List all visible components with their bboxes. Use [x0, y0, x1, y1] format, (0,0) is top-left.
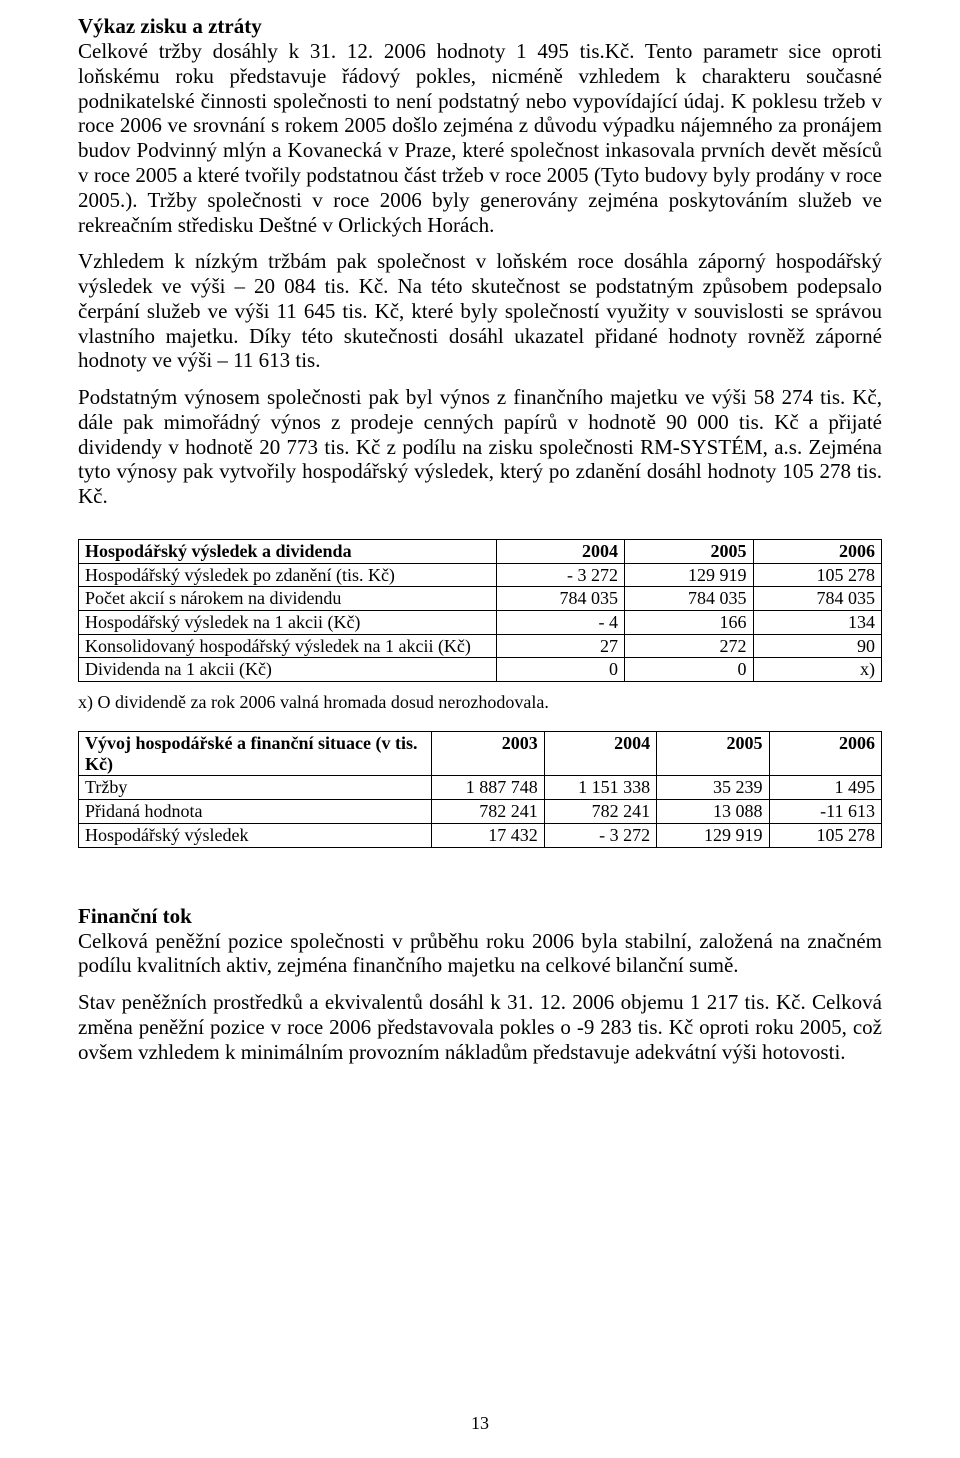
section-heading-fin: Finanční tok — [78, 904, 882, 929]
table-header-cell: 2006 — [753, 539, 882, 563]
table-cell: Dividenda na 1 akcii (Kč) — [79, 658, 497, 682]
table-cell: Hospodářský výsledek po zdanění (tis. Kč… — [79, 563, 497, 587]
table-row: Hospodářský výsledek na 1 akcii (Kč) - 4… — [79, 611, 882, 635]
paragraph: Stav peněžních prostředků a ekvivalentů … — [78, 990, 882, 1064]
table-cell: 272 — [625, 634, 753, 658]
table-cell: 784 035 — [625, 587, 753, 611]
table-cell: Tržby — [79, 776, 432, 800]
table-cell: 784 035 — [753, 587, 882, 611]
table-cell: 105 278 — [769, 823, 881, 847]
table-cell: 1 495 — [769, 776, 881, 800]
table-row: Hospodářský výsledek po zdanění (tis. Kč… — [79, 563, 882, 587]
table-cell: - 3 272 — [496, 563, 624, 587]
table-footnote: x) O dividendě za rok 2006 valná hromada… — [78, 692, 882, 713]
table-cell: 13 088 — [657, 800, 769, 824]
table-cell: 90 — [753, 634, 882, 658]
table-header-cell: 2004 — [496, 539, 624, 563]
table-header-cell: 2003 — [432, 732, 544, 776]
table-hv-dividenda: Hospodářský výsledek a dividenda 2004 20… — [78, 539, 882, 682]
table-cell: Počet akcií s nárokem na dividendu — [79, 587, 497, 611]
table-cell: Konsolidovaný hospodářský výsledek na 1 … — [79, 634, 497, 658]
table-cell: 129 919 — [625, 563, 753, 587]
table-cell: 782 241 — [544, 800, 656, 824]
table-cell: 784 035 — [496, 587, 624, 611]
table-cell: 0 — [496, 658, 624, 682]
table-cell: 35 239 — [657, 776, 769, 800]
table-cell: x) — [753, 658, 882, 682]
table-row: Hospodářský výsledek 17 432 - 3 272 129 … — [79, 823, 882, 847]
table-header-cell: Vývoj hospodářské a finanční situace (v … — [79, 732, 432, 776]
page-number: 13 — [0, 1413, 960, 1434]
paragraph: Podstatným výnosem společnosti pak byl v… — [78, 385, 882, 509]
table-row: Přidaná hodnota 782 241 782 241 13 088 -… — [79, 800, 882, 824]
table-cell: 134 — [753, 611, 882, 635]
table-row: Tržby 1 887 748 1 151 338 35 239 1 495 — [79, 776, 882, 800]
table-row: Konsolidovaný hospodářský výsledek na 1 … — [79, 634, 882, 658]
table-cell: 17 432 — [432, 823, 544, 847]
section-heading-vzz: Výkaz zisku a ztráty — [78, 14, 882, 39]
table-cell: Hospodářský výsledek na 1 akcii (Kč) — [79, 611, 497, 635]
table-header-cell: 2006 — [769, 732, 881, 776]
table-cell: - 4 — [496, 611, 624, 635]
table-cell: 782 241 — [432, 800, 544, 824]
table-cell: 105 278 — [753, 563, 882, 587]
page: Výkaz zisku a ztráty Celkové tržby dosáh… — [0, 0, 960, 1458]
table-cell: Hospodářský výsledek — [79, 823, 432, 847]
paragraph: Vzhledem k nízkým tržbám pak společnost … — [78, 249, 882, 373]
table-vyvoj-situace: Vývoj hospodářské a finanční situace (v … — [78, 731, 882, 847]
table-header-cell: Hospodářský výsledek a dividenda — [79, 539, 497, 563]
paragraph: Celková peněžní pozice společnosti v prů… — [78, 929, 882, 979]
table-header-cell: 2004 — [544, 732, 656, 776]
table-cell: - 3 272 — [544, 823, 656, 847]
table-header-cell: 2005 — [625, 539, 753, 563]
table-cell: 27 — [496, 634, 624, 658]
paragraph: Celkové tržby dosáhly k 31. 12. 2006 hod… — [78, 39, 882, 237]
table-cell: 0 — [625, 658, 753, 682]
table-header-row: Vývoj hospodářské a finanční situace (v … — [79, 732, 882, 776]
table-cell: 1 887 748 — [432, 776, 544, 800]
table-row: Počet akcií s nárokem na dividendu 784 0… — [79, 587, 882, 611]
table-cell: -11 613 — [769, 800, 881, 824]
table-cell: Přidaná hodnota — [79, 800, 432, 824]
table-row: Dividenda na 1 akcii (Kč) 0 0 x) — [79, 658, 882, 682]
table-cell: 129 919 — [657, 823, 769, 847]
table-header-row: Hospodářský výsledek a dividenda 2004 20… — [79, 539, 882, 563]
table-cell: 1 151 338 — [544, 776, 656, 800]
table-cell: 166 — [625, 611, 753, 635]
table-header-cell: 2005 — [657, 732, 769, 776]
